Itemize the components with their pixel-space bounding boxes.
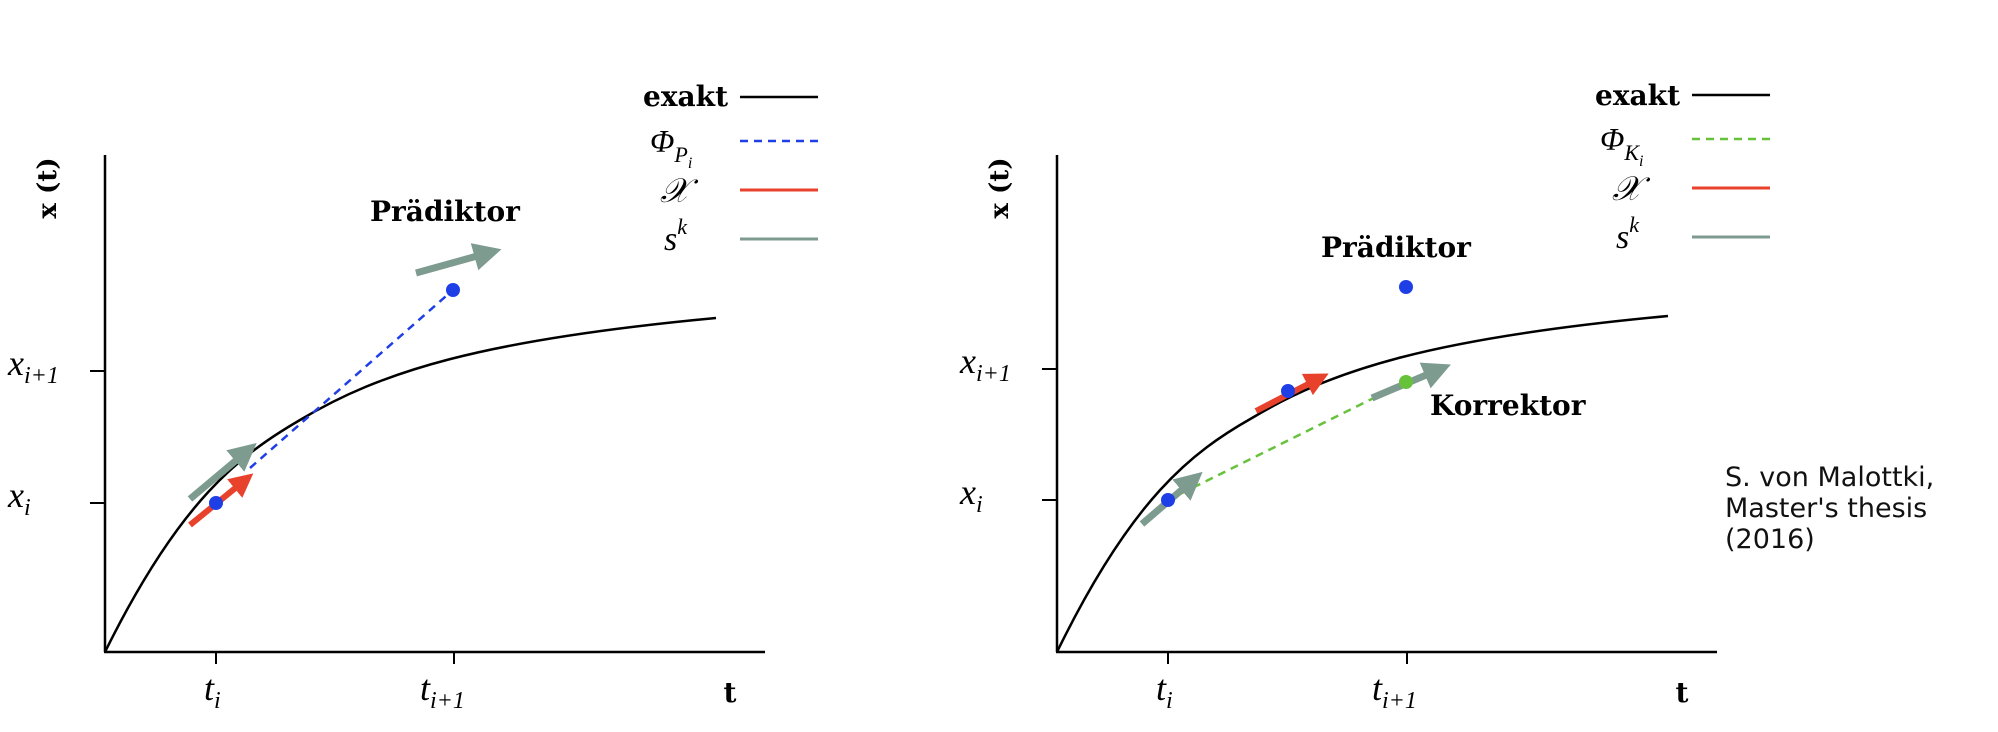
corrector-step-line: [1167, 380, 1407, 502]
tick-label-y-xi1: xi+1: [7, 343, 59, 389]
tick-label-x-ti: ti: [1156, 668, 1173, 714]
credit-line: Master's thesis: [1725, 493, 1928, 524]
sk-arrow: [187, 442, 257, 502]
predictor-point: [446, 283, 460, 297]
legend-label-exact: exakt: [1595, 79, 1680, 112]
legend: exakt ΦPi 𝒳 sk: [643, 80, 818, 258]
credit-line: (2016): [1725, 524, 1815, 555]
legend-label-phi-k: ΦKi: [1600, 121, 1644, 170]
exact-curve: [1055, 314, 1669, 653]
credit-text: S. von Malottki, Master's thesis (2016): [1725, 462, 1985, 555]
legend: exakt ΦKi 𝒳 sk: [1595, 79, 1770, 256]
legend-label-chi: 𝒳: [660, 173, 699, 210]
sk-arrow: [415, 243, 502, 277]
panel-corrector: x (t) t ti ti+1 xi+1 xi Prädiktor Korrek…: [959, 79, 1770, 714]
corrector-point: [1399, 375, 1413, 389]
predictor-annotation: Prädiktor: [370, 195, 521, 228]
tick-label-y-xi: xi: [959, 472, 983, 518]
predictor-step-line: [249, 289, 454, 469]
tick-label-y-xi1: xi+1: [959, 341, 1011, 387]
start-point: [209, 496, 223, 510]
x-axis-label: t: [724, 676, 737, 709]
legend-label-chi: 𝒳: [1612, 171, 1651, 208]
start-point: [1161, 493, 1175, 507]
tick-label-x-ti: ti: [204, 668, 221, 714]
panel-predictor: x (t) t ti ti+1 xi+1 xi Prädiktor exakt …: [7, 80, 818, 714]
legend-label-phi-p: ΦPi: [650, 123, 692, 172]
tick-label-x-ti1: ti+1: [1372, 668, 1417, 714]
predictor-annotation: Prädiktor: [1321, 231, 1472, 264]
exact-curve: [103, 316, 717, 653]
x-axis-label: t: [1676, 676, 1689, 709]
midpoint: [1281, 384, 1295, 398]
legend-label-exact: exakt: [643, 80, 728, 113]
tick-label-y-xi: xi: [7, 475, 31, 521]
y-axis-label: x (t): [33, 157, 63, 218]
y-axis-label: x (t): [985, 157, 1015, 218]
legend-label-sk: sk: [1616, 212, 1640, 256]
corrector-annotation: Korrektor: [1430, 389, 1587, 422]
tick-label-x-ti1: ti+1: [420, 668, 465, 714]
legend-label-sk: sk: [664, 214, 688, 258]
credit-line: S. von Malottki,: [1725, 462, 1935, 493]
predictor-point: [1399, 280, 1413, 294]
